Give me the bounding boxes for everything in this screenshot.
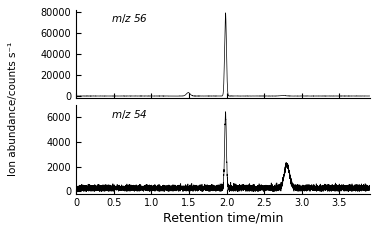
X-axis label: Retention time/min: Retention time/min	[163, 211, 283, 224]
Text: $m/z$ 56: $m/z$ 56	[111, 12, 149, 25]
Text: Ion abundance/counts s⁻¹: Ion abundance/counts s⁻¹	[8, 42, 18, 176]
Text: $m/z$ 54: $m/z$ 54	[111, 108, 148, 121]
